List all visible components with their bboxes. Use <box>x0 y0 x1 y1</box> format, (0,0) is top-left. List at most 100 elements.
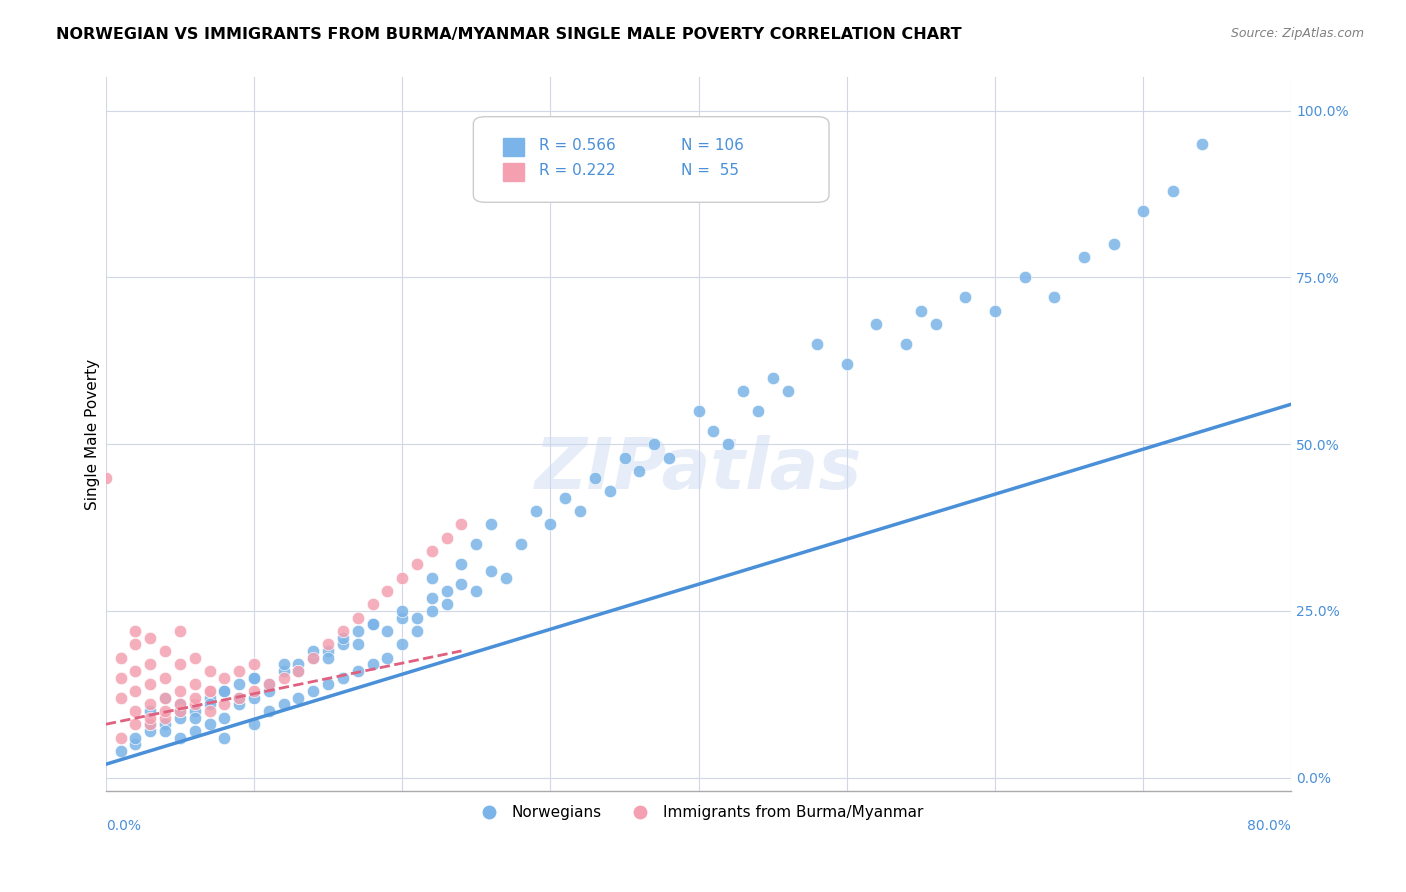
Point <box>287 664 309 678</box>
Point <box>894 337 917 351</box>
Point <box>1014 270 1036 285</box>
Point <box>169 704 191 718</box>
Point <box>361 617 384 632</box>
Point <box>169 698 191 712</box>
Point <box>955 291 977 305</box>
Point <box>214 731 236 745</box>
Point <box>361 597 384 611</box>
Point <box>316 677 339 691</box>
Point <box>214 671 236 685</box>
Point <box>420 570 443 584</box>
Point <box>583 470 606 484</box>
Point <box>228 690 250 705</box>
Point <box>198 684 221 698</box>
Point <box>628 464 651 478</box>
Point <box>124 624 146 638</box>
Point <box>910 303 932 318</box>
Point <box>316 644 339 658</box>
Point <box>243 671 266 685</box>
Point <box>273 671 295 685</box>
Point <box>406 558 429 572</box>
Point <box>762 370 785 384</box>
Point <box>450 517 472 532</box>
Point <box>228 698 250 712</box>
Point <box>1161 184 1184 198</box>
Point <box>184 650 207 665</box>
Point <box>361 617 384 632</box>
Point <box>198 664 221 678</box>
Point <box>257 684 280 698</box>
Point <box>332 637 354 651</box>
Point <box>228 690 250 705</box>
Point <box>184 698 207 712</box>
Point <box>198 684 221 698</box>
Point <box>169 698 191 712</box>
Point <box>214 710 236 724</box>
Point <box>169 684 191 698</box>
Point <box>346 624 368 638</box>
Point <box>302 644 325 658</box>
Point <box>139 657 162 672</box>
Point <box>214 698 236 712</box>
Point <box>273 657 295 672</box>
Point <box>1043 291 1066 305</box>
Point <box>361 657 384 672</box>
Point <box>198 717 221 731</box>
Point <box>391 570 413 584</box>
Point <box>747 404 769 418</box>
Text: ZIPatlas: ZIPatlas <box>534 435 862 504</box>
Point <box>153 717 176 731</box>
Text: Source: ZipAtlas.com: Source: ZipAtlas.com <box>1230 27 1364 40</box>
Point <box>169 657 191 672</box>
Point <box>139 631 162 645</box>
Point <box>316 650 339 665</box>
Point <box>243 690 266 705</box>
Bar <box>503 163 524 181</box>
Point <box>287 657 309 672</box>
Point <box>702 424 724 438</box>
Point <box>184 677 207 691</box>
Point <box>302 650 325 665</box>
Point <box>124 704 146 718</box>
Text: 0.0%: 0.0% <box>105 820 141 833</box>
Point <box>436 597 458 611</box>
Point <box>436 531 458 545</box>
Point <box>169 624 191 638</box>
Point <box>153 690 176 705</box>
Point <box>153 723 176 738</box>
Text: NORWEGIAN VS IMMIGRANTS FROM BURMA/MYANMAR SINGLE MALE POVERTY CORRELATION CHART: NORWEGIAN VS IMMIGRANTS FROM BURMA/MYANM… <box>56 27 962 42</box>
Point <box>257 677 280 691</box>
Point <box>169 704 191 718</box>
Point <box>316 637 339 651</box>
Point <box>153 704 176 718</box>
Point <box>273 698 295 712</box>
FancyBboxPatch shape <box>474 117 830 202</box>
Point <box>214 684 236 698</box>
Point <box>153 644 176 658</box>
Point <box>139 717 162 731</box>
Point <box>1191 137 1213 152</box>
Point <box>406 624 429 638</box>
Point <box>599 483 621 498</box>
Point <box>257 677 280 691</box>
Point <box>198 690 221 705</box>
Y-axis label: Single Male Poverty: Single Male Poverty <box>86 359 100 509</box>
Point <box>643 437 665 451</box>
Point <box>139 710 162 724</box>
Point <box>731 384 754 398</box>
Point <box>169 710 191 724</box>
Point <box>257 704 280 718</box>
Point <box>450 558 472 572</box>
Point <box>420 604 443 618</box>
Point <box>391 637 413 651</box>
Point <box>124 684 146 698</box>
Point <box>273 664 295 678</box>
Point <box>243 684 266 698</box>
Point <box>1073 251 1095 265</box>
Point <box>139 717 162 731</box>
Point <box>984 303 1007 318</box>
Point <box>465 537 488 551</box>
Point <box>377 583 399 598</box>
Point <box>346 610 368 624</box>
Point <box>302 650 325 665</box>
